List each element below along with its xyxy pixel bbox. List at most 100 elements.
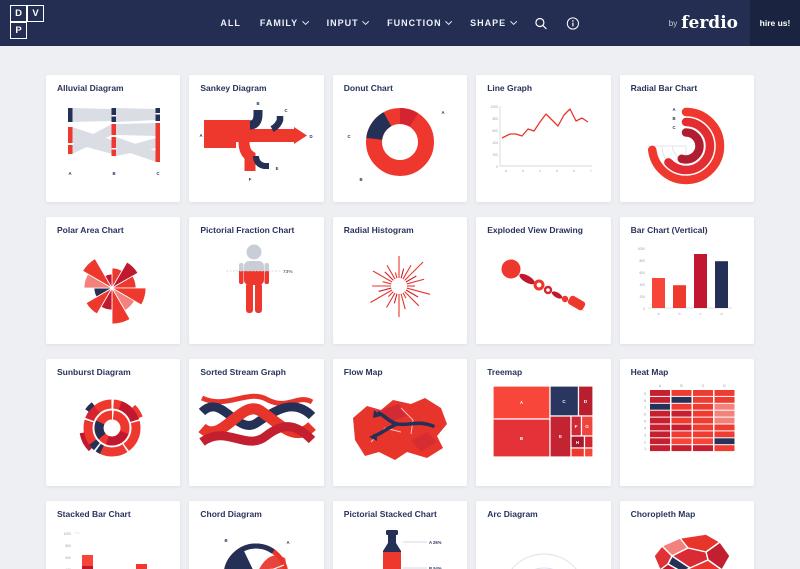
brand-byline[interactable]: by ferdio [669,0,738,46]
exploded-view-drawing-thumbnail [501,259,587,313]
card-flow-map[interactable]: Flow Map [332,359,468,486]
card-sunburst-diagram[interactable]: Sunburst Diagram [46,359,181,486]
svg-text:400: 400 [639,283,645,287]
card-title: Pictorial Stacked Chart [343,509,437,519]
heat-map-thumbnail: 9 8 7 6 5 4 3 2 1 A B C D [644,384,735,451]
svg-text:6: 6 [644,413,646,417]
svg-text:600: 600 [493,129,499,133]
svg-text:B: B [256,101,259,106]
svg-text:E: E [275,166,278,171]
svg-text:A: A [520,400,524,405]
card-stacked-bar-chart[interactable]: Stacked Bar Chart 1000 800 600 400 [46,501,181,569]
nav-item-shape[interactable]: SHAPE [470,18,517,28]
card-line-graph[interactable]: Line Graph 1000 800 600 400 200 0 a b c … [476,75,611,202]
pictorial-fraction-chart-thumbnail: 73% [225,244,293,313]
card-title: Polar Area Chart [57,225,124,235]
svg-text:D: D [723,384,726,388]
card-bar-chart-vertical[interactable]: Bar Chart (Vertical) 1000 800 600 400 20… [619,217,754,344]
info-icon[interactable] [567,16,580,30]
svg-text:B: B [113,171,116,176]
svg-text:73%: 73% [283,269,293,275]
svg-text:0: 0 [497,165,499,169]
svg-text:A 26%: A 26% [429,540,442,545]
hire-us-button[interactable]: hire us! [750,0,800,46]
logo-letter-d: D [10,5,27,22]
card-title: Alluvial Diagram [57,83,124,93]
card-sankey-diagram[interactable]: Sankey Diagram A B C D E F [189,75,324,202]
card-title: Sankey Diagram [200,83,267,93]
card-donut-chart[interactable]: Donut Chart A B C [332,75,468,202]
svg-text:0: 0 [643,307,645,311]
sankey-diagram-thumbnail: A B C D E F [199,101,312,182]
card-title: Flow Map [343,367,383,377]
nav-item-input[interactable]: INPUT [327,18,370,28]
svg-text:B: B [359,177,362,182]
card-polar-area-chart[interactable]: Polar Area Chart [46,217,181,344]
svg-text:d: d [556,169,558,173]
logo-letter-v: V [27,5,44,22]
svg-text:400: 400 [493,141,499,145]
sunburst-diagram-thumbnail [79,395,145,461]
line-graph-thumbnail: 1000 800 600 400 200 0 a b c d e f [491,105,593,173]
card-chord-diagram[interactable]: Chord Diagram A B [189,501,324,569]
svg-text:D: D [309,134,312,139]
card-title: Chord Diagram [200,509,262,519]
svg-text:d: d [720,312,722,316]
treemap-thumbnail: A B C D E F G H [492,385,594,458]
card-heat-map[interactable]: Heat Map 9 8 7 6 5 4 3 2 1 A B C D [619,359,754,486]
card-arc-diagram[interactable]: Arc Diagram [476,501,611,569]
svg-text:B: B [520,436,524,441]
svg-text:A: A [659,384,662,388]
byline-text: by [668,18,678,28]
card-title: Donut Chart [343,83,393,93]
chevron-down-icon [302,18,309,25]
card-title: Line Graph [487,83,533,93]
search-icon[interactable] [535,17,548,30]
svg-text:4: 4 [644,427,646,431]
dvp-logo[interactable]: D V P [10,5,50,41]
card-title: Choropleth Map [630,509,696,519]
svg-text:2: 2 [644,440,646,444]
chart-card-grid: Alluvial Diagram [0,46,800,569]
alluvial-diagram-thumbnail: A B C [68,108,161,176]
radial-bar-chart-thumbnail: A B C [647,107,725,185]
card-pictorial-stacked-chart[interactable]: Pictorial Stacked Chart A 26% B 54% [332,501,468,569]
svg-text:200: 200 [639,295,645,299]
svg-text:H: H [576,440,579,445]
svg-text:1000: 1000 [491,105,499,109]
nav-item-all[interactable]: ALL [220,18,241,28]
radial-histogram-thumbnail [370,256,431,317]
svg-text:B: B [680,384,683,388]
svg-text:C: C [563,399,567,404]
logo-letter-p: P [10,22,27,39]
svg-text:c: c [699,312,701,316]
card-radial-histogram[interactable]: Radial Histogram [332,217,468,344]
svg-text:D: D [584,399,588,404]
heatmap-cells: 9 8 7 6 5 4 3 2 1 A B C D [644,384,735,451]
svg-text:G: G [586,424,590,429]
svg-text:C: C [284,108,287,113]
donut-chart-thumbnail: A B C [347,108,445,182]
svg-text:600: 600 [66,556,72,560]
svg-text:9: 9 [644,392,646,396]
chevron-down-icon [510,18,517,25]
svg-text:A: A [441,110,444,115]
bar-chart-vertical-thumbnail: 1000 800 600 400 200 0 a b c d [637,247,732,316]
nav-item-function[interactable]: FUNCTION [387,18,453,28]
card-choropleth-map[interactable]: Choropleth Map [619,501,754,569]
svg-text:C: C [157,171,160,176]
card-pictorial-fraction-chart[interactable]: Pictorial Fraction Chart 73% [189,217,324,344]
card-treemap[interactable]: Treemap A B C D E F [476,359,611,486]
svg-text:1: 1 [644,447,646,451]
card-exploded-view-drawing[interactable]: Exploded View Drawing [476,217,611,344]
nav-item-family[interactable]: FAMILY [260,18,309,28]
card-alluvial-diagram[interactable]: Alluvial Diagram [46,75,181,202]
svg-text:A: A [69,171,72,176]
chevron-down-icon [445,18,453,25]
card-sorted-stream-graph[interactable]: Sorted Stream Graph [189,359,324,486]
card-title: Sorted Stream Graph [200,367,286,377]
card-radial-bar-chart[interactable]: Radial Bar Chart A B C [619,75,754,202]
svg-text:C: C [672,125,675,130]
svg-text:B: B [672,116,675,121]
svg-text:A: A [286,540,289,545]
